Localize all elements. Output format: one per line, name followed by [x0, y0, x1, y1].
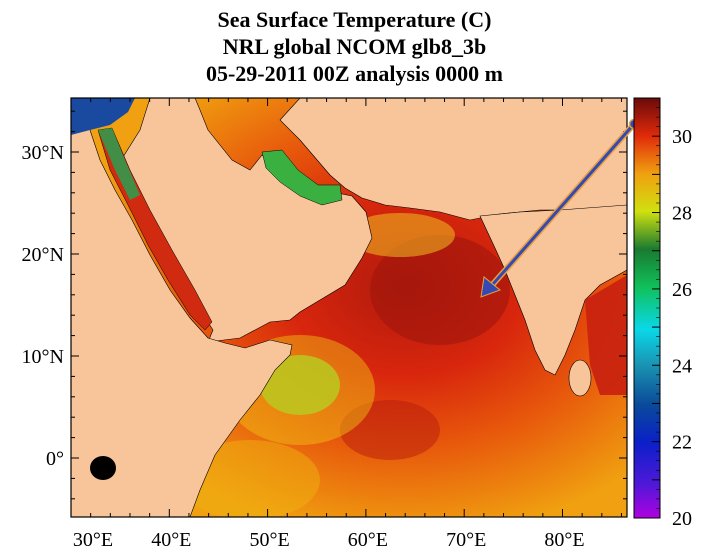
longitude-labels: 30°E 40°E 50°E 60°E 70°E 80°E [73, 529, 585, 551]
red-sea-north [98, 128, 140, 200]
colorbar-label: 26 [672, 279, 692, 301]
latitude-labels: 30°N 20°N 10°N 0° [22, 142, 64, 470]
colorbar-label: 28 [672, 203, 692, 225]
lat-label: 10°N [22, 346, 64, 368]
colorbar-label: 30 [672, 126, 692, 148]
frame-ticks [70, 98, 627, 517]
lat-label: 20°N [22, 244, 64, 266]
lon-label: 40°E [151, 529, 191, 551]
colorbar-labels: 30 28 26 24 22 20 [672, 126, 692, 530]
lat-label: 30°N [22, 142, 64, 164]
lat-label: 0° [46, 448, 64, 470]
south-cool-patch [180, 440, 320, 517]
persian-gulf [261, 149, 343, 206]
colorbar-label: 24 [672, 355, 692, 377]
chart-title-line2: NRL global NCOM glb8_3b [222, 34, 487, 59]
lon-label: 70°E [446, 529, 486, 551]
mediterranean [71, 98, 135, 135]
oman-cool-band [345, 213, 455, 257]
map-frame [70, 97, 628, 518]
upwelling-green [260, 355, 340, 415]
land-africa [71, 98, 293, 517]
map-area [71, 98, 627, 517]
arrow-head [480, 276, 501, 298]
chart-title-line1: Sea Surface Temperature (C) [217, 7, 492, 32]
colorbar-label: 20 [672, 508, 692, 530]
colorbar: 30 28 26 24 22 20 [633, 97, 692, 530]
arrow-shaft [484, 123, 636, 293]
warm-core [370, 235, 510, 345]
lon-label: 80°E [544, 529, 584, 551]
colorbar-label: 22 [672, 432, 692, 454]
land-india [479, 204, 627, 376]
lon-label: 50°E [249, 529, 289, 551]
lon-label: 30°E [73, 529, 113, 551]
colorbar-ticks [652, 97, 660, 519]
chart-title-line3: 05-29-2011 00Z analysis 0000 m [205, 61, 504, 86]
warm-patch [340, 400, 440, 460]
land-sri-lanka [568, 359, 592, 397]
lon-label: 60°E [348, 529, 388, 551]
lake-victoria [90, 456, 116, 480]
bay-of-bengal [585, 275, 627, 395]
